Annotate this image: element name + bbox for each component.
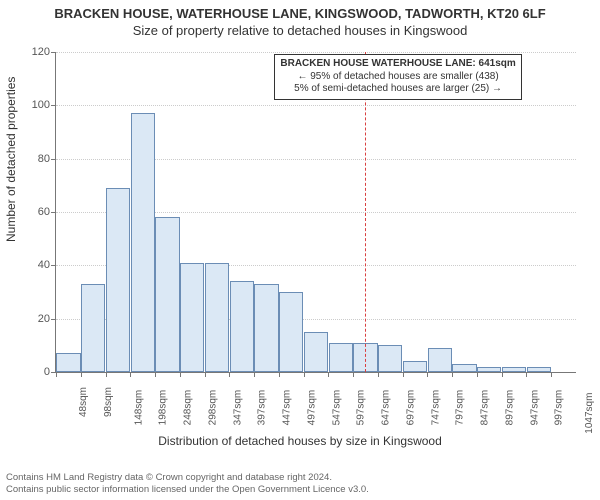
x-tick-mark bbox=[403, 372, 404, 377]
y-tick-label: 100 bbox=[32, 99, 50, 111]
x-tick-mark bbox=[254, 372, 255, 377]
x-tick-label: 547sqm bbox=[331, 390, 342, 426]
x-tick-label: 198sqm bbox=[158, 390, 169, 426]
y-tick-label: 120 bbox=[32, 46, 50, 58]
histogram-bar bbox=[254, 284, 278, 372]
histogram-bar bbox=[230, 281, 254, 372]
x-tick-label: 897sqm bbox=[505, 390, 516, 426]
x-tick-mark bbox=[304, 372, 305, 377]
x-tick-label: 847sqm bbox=[480, 390, 491, 426]
x-tick-label: 1047sqm bbox=[584, 393, 595, 434]
annotation-line: BRACKEN HOUSE WATERHOUSE LANE: 641sqm bbox=[280, 58, 515, 71]
reference-marker-line bbox=[365, 52, 366, 372]
histogram-bar bbox=[81, 284, 105, 372]
y-tick-mark bbox=[51, 265, 56, 266]
annotation-box: BRACKEN HOUSE WATERHOUSE LANE: 641sqm← 9… bbox=[274, 54, 521, 100]
histogram-bar bbox=[279, 292, 303, 372]
x-tick-label: 148sqm bbox=[133, 390, 144, 426]
histogram-bar bbox=[180, 263, 204, 372]
histogram-bar bbox=[477, 367, 501, 372]
x-tick-label: 98sqm bbox=[103, 387, 114, 417]
x-tick-mark bbox=[502, 372, 503, 377]
x-tick-mark bbox=[106, 372, 107, 377]
x-tick-mark bbox=[378, 372, 379, 377]
x-tick-label: 997sqm bbox=[554, 390, 565, 426]
x-tick-mark bbox=[279, 372, 280, 377]
histogram-bar bbox=[304, 332, 328, 372]
y-tick-mark bbox=[51, 159, 56, 160]
histogram-bar bbox=[378, 345, 402, 372]
x-tick-label: 447sqm bbox=[282, 390, 293, 426]
x-tick-mark bbox=[130, 372, 131, 377]
footer-line-2: Contains public sector information licen… bbox=[6, 484, 594, 496]
footer-line-1: Contains HM Land Registry data © Crown c… bbox=[6, 472, 594, 484]
x-tick-label: 347sqm bbox=[232, 390, 243, 426]
annotation-line: 5% of semi-detached houses are larger (2… bbox=[280, 83, 515, 96]
histogram-bar bbox=[527, 367, 551, 372]
x-tick-mark bbox=[229, 372, 230, 377]
x-tick-mark bbox=[353, 372, 354, 377]
y-tick-label: 40 bbox=[38, 259, 50, 271]
x-tick-mark bbox=[551, 372, 552, 377]
y-tick-mark bbox=[51, 319, 56, 320]
y-tick-mark bbox=[51, 105, 56, 106]
y-tick-label: 20 bbox=[38, 313, 50, 325]
y-tick-mark bbox=[51, 52, 56, 53]
x-tick-mark bbox=[477, 372, 478, 377]
gridline bbox=[56, 52, 576, 53]
y-tick-mark bbox=[51, 212, 56, 213]
histogram-bar bbox=[428, 348, 452, 372]
histogram-bar bbox=[131, 113, 155, 372]
x-tick-mark bbox=[526, 372, 527, 377]
histogram-bar bbox=[205, 263, 229, 372]
plot-region: 02040608010012048sqm98sqm148sqm198sqm248… bbox=[55, 52, 576, 373]
histogram-bar bbox=[452, 364, 476, 372]
chart-area: Number of detached properties 0204060801… bbox=[0, 42, 600, 452]
title-block: BRACKEN HOUSE, WATERHOUSE LANE, KINGSWOO… bbox=[0, 0, 600, 38]
x-tick-label: 747sqm bbox=[430, 390, 441, 426]
x-tick-label: 48sqm bbox=[78, 387, 89, 417]
x-tick-mark bbox=[205, 372, 206, 377]
x-tick-label: 697sqm bbox=[405, 390, 416, 426]
histogram-bar bbox=[106, 188, 130, 372]
histogram-bar bbox=[502, 367, 526, 372]
gridline bbox=[56, 105, 576, 106]
x-tick-mark bbox=[180, 372, 181, 377]
annotation-line: ← 95% of detached houses are smaller (43… bbox=[280, 71, 515, 84]
x-tick-mark bbox=[452, 372, 453, 377]
y-tick-label: 80 bbox=[38, 153, 50, 165]
histogram-bar bbox=[403, 361, 427, 372]
histogram-bar bbox=[329, 343, 353, 372]
x-tick-label: 298sqm bbox=[207, 390, 218, 426]
x-tick-label: 597sqm bbox=[356, 390, 367, 426]
x-tick-mark bbox=[427, 372, 428, 377]
chart-title-main: BRACKEN HOUSE, WATERHOUSE LANE, KINGSWOO… bbox=[0, 6, 600, 21]
x-tick-mark bbox=[56, 372, 57, 377]
histogram-bar bbox=[56, 353, 80, 372]
x-tick-label: 497sqm bbox=[306, 390, 317, 426]
x-tick-label: 647sqm bbox=[381, 390, 392, 426]
footer-attribution: Contains HM Land Registry data © Crown c… bbox=[6, 472, 594, 496]
x-tick-label: 248sqm bbox=[183, 390, 194, 426]
y-tick-label: 0 bbox=[44, 366, 50, 378]
histogram-bar bbox=[155, 217, 179, 372]
x-tick-mark bbox=[328, 372, 329, 377]
y-axis-label: Number of detached properties bbox=[4, 77, 18, 242]
x-tick-label: 797sqm bbox=[455, 390, 466, 426]
y-tick-label: 60 bbox=[38, 206, 50, 218]
chart-title-sub: Size of property relative to detached ho… bbox=[0, 23, 600, 38]
x-tick-mark bbox=[155, 372, 156, 377]
x-axis-label: Distribution of detached houses by size … bbox=[0, 434, 600, 448]
x-tick-label: 397sqm bbox=[257, 390, 268, 426]
x-tick-mark bbox=[81, 372, 82, 377]
x-tick-label: 947sqm bbox=[529, 390, 540, 426]
